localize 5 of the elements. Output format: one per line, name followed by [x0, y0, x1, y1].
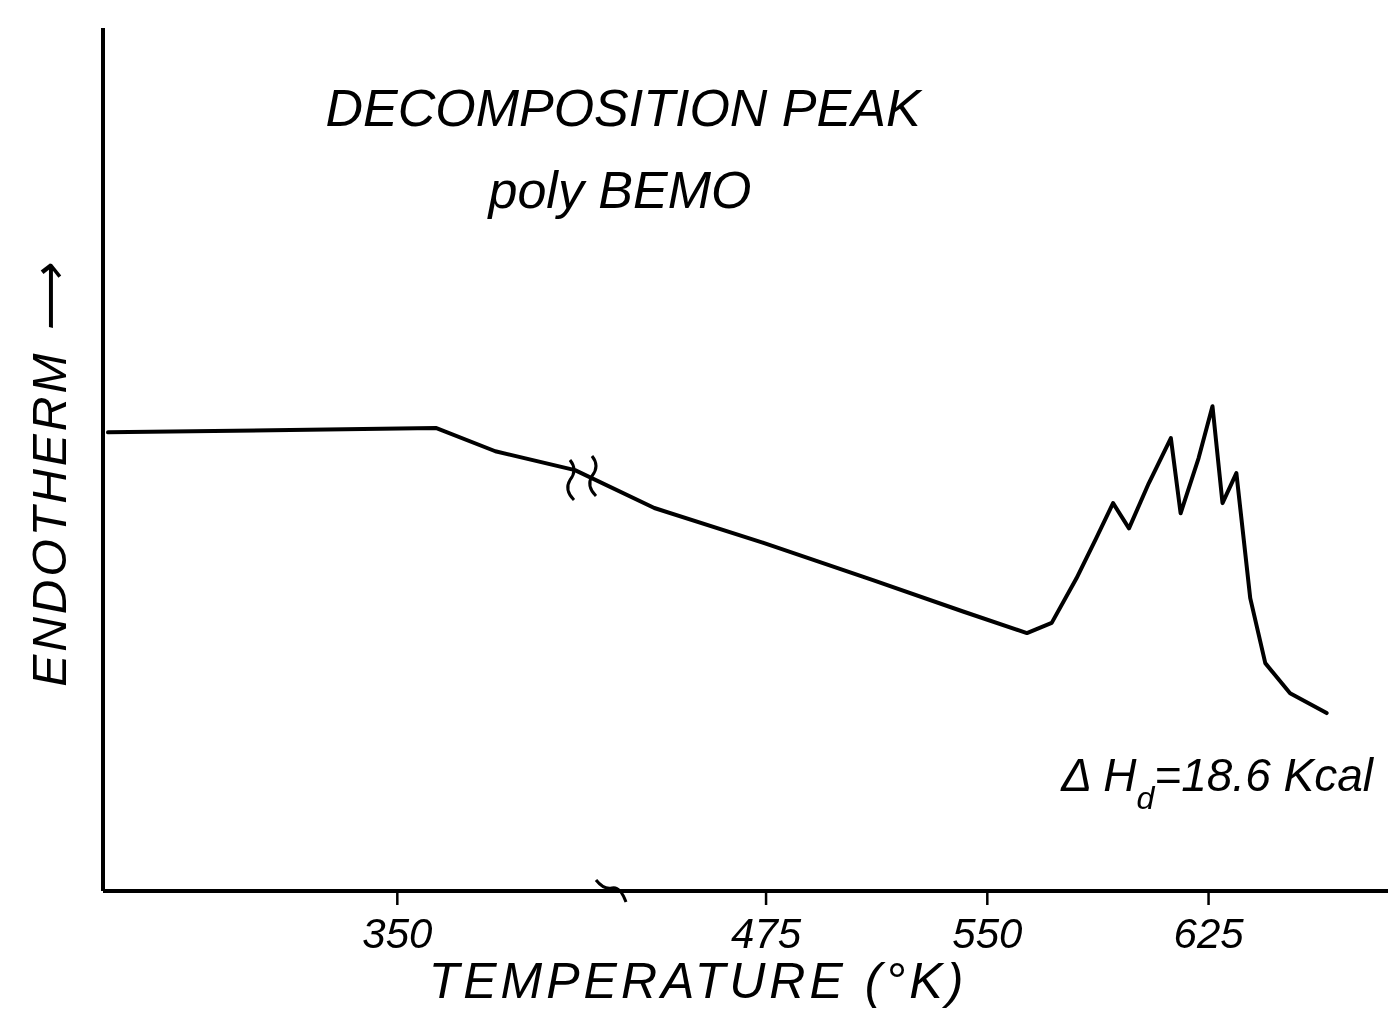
chart-title: DECOMPOSITION PEAK [325, 79, 923, 137]
chart-subtitle: poly BEMO [486, 161, 752, 219]
x-tick-label: 625 [1173, 910, 1245, 957]
annotation: Δ H$_{d}$=18.6 Kcal [1060, 749, 1375, 816]
y-axis-title: ENDOTHERM ⟶ [23, 262, 76, 687]
